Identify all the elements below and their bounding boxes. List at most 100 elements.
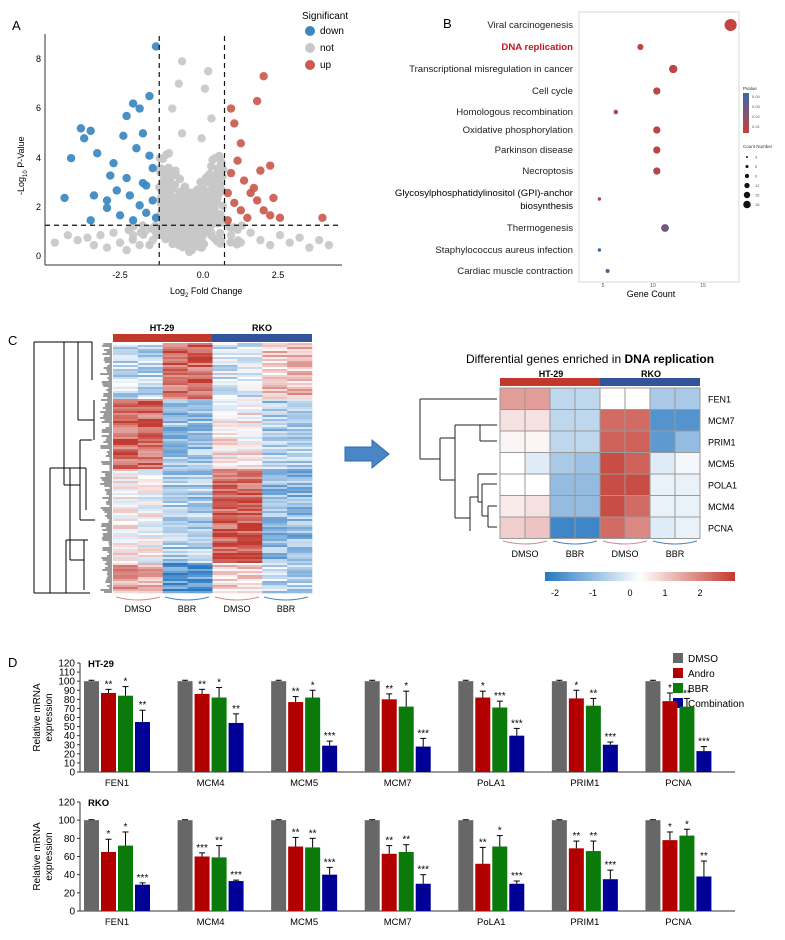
- big-heatmap-cell: [287, 589, 313, 592]
- big-heatmap-bar-rko: [212, 334, 312, 342]
- big-heatmap-cell: [237, 411, 263, 414]
- big-heatmap-cell: [237, 391, 263, 394]
- small-heatmap-cell: [674, 452, 701, 475]
- big-heatmap-cell: [287, 525, 313, 528]
- kegg-legend: Pvalue 0.04 0.03 0.02 0.01 Count Number …: [743, 86, 773, 209]
- big-heatmap-cell: [262, 499, 288, 502]
- volcano-point-not: [194, 193, 203, 203]
- big-heatmap-cell: [287, 573, 313, 576]
- big-heatmap-cell: [162, 455, 188, 458]
- big-heatmap-cell: [137, 487, 164, 490]
- big-heatmap-cell: [212, 525, 238, 528]
- significance-label: **: [385, 836, 393, 847]
- big-heatmap-cell: [237, 559, 263, 562]
- big-heatmap-cell: [287, 453, 313, 456]
- volcano-point-up: [269, 193, 278, 203]
- big-heatmap-cell: [262, 401, 288, 404]
- kegg-dot: [605, 268, 610, 274]
- big-heatmap-cell: [137, 457, 164, 460]
- big-heatmap-cell: [187, 363, 213, 366]
- big-heatmap-cell: [262, 459, 288, 462]
- big-heatmap-cell: [137, 373, 164, 376]
- big-heatmap-cell: [113, 583, 139, 586]
- big-heatmap-cell: [137, 531, 164, 534]
- big-heatmap-cell: [237, 445, 263, 448]
- significance-label: ***: [698, 737, 710, 748]
- big-heatmap-cell: [113, 543, 139, 546]
- big-heatmap-cell: [187, 547, 213, 550]
- big-heatmap-cell: [162, 347, 188, 350]
- volcano-point-up: [252, 96, 262, 106]
- big-heatmap-cell: [187, 505, 213, 508]
- big-heatmap-cell: [287, 581, 313, 584]
- big-heatmap-cell: [262, 353, 288, 356]
- big-heatmap-cell: [113, 585, 139, 588]
- bar-category-label: FEN1: [105, 917, 129, 928]
- big-heatmap-cell: [262, 539, 288, 542]
- big-heatmap-cell: [137, 537, 164, 540]
- big-heatmap-cell: [287, 411, 313, 414]
- big-heatmap-cell: [162, 501, 188, 504]
- significance-label: **: [198, 679, 206, 690]
- kegg-count-legend-dot: [743, 200, 751, 209]
- volcano-point-not: [157, 206, 167, 215]
- big-heatmap-cell: [162, 579, 188, 582]
- big-heatmap-cell: [212, 561, 238, 564]
- big-heatmap-cell: [262, 467, 288, 470]
- significance-label: ***: [196, 843, 208, 854]
- big-heatmap-cell: [287, 379, 313, 382]
- big-heatmap-cell: [113, 507, 139, 510]
- volcano-point-up: [230, 198, 239, 208]
- big-heatmap-cell: [162, 355, 188, 358]
- big-heatmap-cell: [187, 587, 213, 590]
- big-heatmap-cell: [237, 575, 263, 578]
- big-heatmap-cell: [262, 397, 288, 400]
- big-heatmap-cell: [137, 365, 164, 368]
- big-heatmap-cell: [162, 471, 188, 474]
- big-heatmap-cell: [162, 535, 188, 538]
- big-heatmap-cell: [187, 361, 213, 364]
- big-heatmap-cell: [212, 351, 238, 354]
- big-heatmap-cell: [262, 527, 288, 530]
- big-heatmap-cell: [137, 499, 164, 502]
- big-heatmap-cell: [287, 437, 313, 440]
- bar-bbr: [492, 707, 508, 772]
- volcano-point-not: [212, 237, 222, 246]
- big-heatmap-cell: [162, 497, 188, 500]
- big-heatmap-cell: [287, 433, 313, 436]
- big-heatmap-cell: [287, 577, 313, 580]
- big-heatmap-cell: [162, 407, 188, 410]
- big-heatmap-cell: [137, 477, 164, 480]
- big-heatmap-cell: [287, 397, 313, 400]
- volcano-point-up: [223, 188, 232, 198]
- big-heatmap-cell: [237, 533, 263, 536]
- big-heatmap-cell: [237, 505, 263, 508]
- big-heatmap-cell: [212, 539, 238, 542]
- big-heatmap-cell: [162, 459, 188, 462]
- volcano-point-down: [86, 126, 95, 136]
- small-heatmap-cell: [574, 495, 601, 518]
- kegg-pvalue-tick: 0.03: [752, 104, 761, 109]
- big-heatmap-cell: [187, 565, 213, 568]
- big-heatmap-cell: [137, 529, 164, 532]
- significance-label: *: [574, 680, 578, 691]
- big-heatmap-cell: [262, 501, 288, 504]
- big-heatmap-cell: [137, 579, 164, 582]
- big-heatmap-cell: [162, 363, 188, 366]
- big-heatmap-cell: [162, 389, 188, 392]
- big-heatmap-cell: [287, 423, 313, 426]
- big-heatmap-cell: [162, 439, 188, 442]
- big-heatmap-cell: [187, 507, 213, 510]
- big-heatmap-cell: [187, 555, 213, 558]
- big-heatmap-cell: [137, 443, 164, 446]
- volcano-point-not: [213, 173, 223, 183]
- volcano-point-not: [102, 243, 112, 252]
- legend-not-swatch: [305, 43, 315, 53]
- big-heatmap-cell: [262, 535, 288, 538]
- big-heatmap-cell: [113, 365, 139, 368]
- big-heatmap-cell: [137, 437, 164, 440]
- big-heatmap-cell: [113, 527, 139, 530]
- big-heatmap-cell: [137, 347, 164, 350]
- volcano-point-down: [119, 131, 128, 141]
- big-heatmap-cell: [237, 541, 263, 544]
